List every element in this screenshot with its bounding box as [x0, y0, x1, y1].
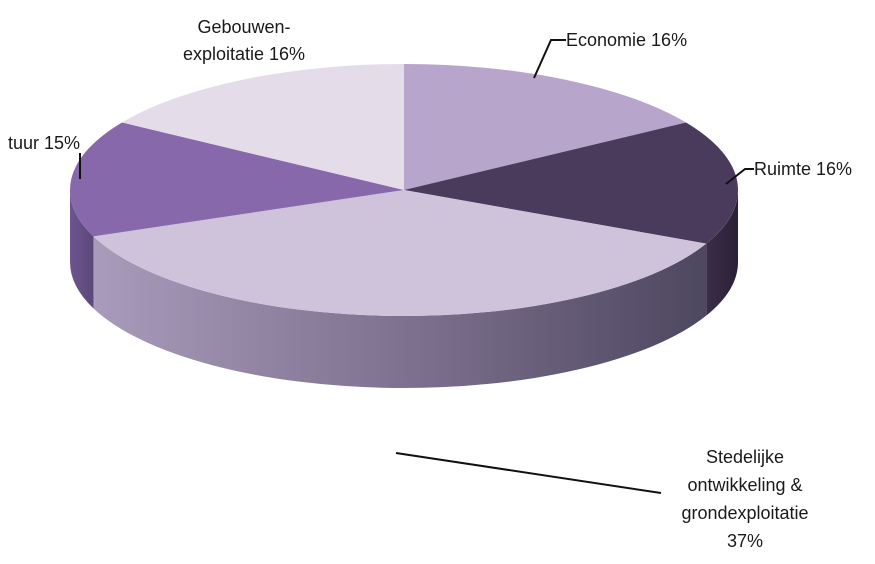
slice-side-3 [70, 190, 94, 309]
slice-label-0: Economie 16% [566, 30, 687, 50]
slice-label-line: grondexploitatie [681, 503, 808, 523]
slice-1 [404, 122, 738, 244]
leader-line-2 [395, 452, 662, 494]
slice-labels: Economie 16% Ruimte 16% Stedelijke ontwikke… [8, 17, 852, 551]
slice-label-line: 37% [727, 531, 763, 551]
leader-line-1 [725, 168, 754, 185]
slice-label-line: Stedelijke [706, 447, 784, 467]
slice-3 [70, 122, 405, 237]
slice-side-1 [706, 190, 738, 316]
leader-lines [79, 39, 754, 494]
slice-label-2: Stedelijke ontwikkeling & grondexploitatie… [681, 447, 808, 551]
slice-4 [121, 63, 404, 191]
slice-0 [404, 64, 687, 190]
pie-depth [70, 190, 738, 389]
slice-label-3: tuur 15% [8, 133, 80, 153]
slice-label-line: Ruimte 16% [754, 159, 852, 179]
slice-label-line: Economie 16% [566, 30, 687, 50]
slice-label-4: Gebouwen-exploitatie 16% [183, 17, 305, 64]
slice-label-line: ontwikkeling & [687, 475, 802, 495]
slice-2 [93, 190, 707, 317]
slice-label-line: exploitatie 16% [183, 44, 305, 64]
slice-side-2 [93, 236, 707, 389]
leader-line-0 [533, 39, 566, 79]
slice-label-line: tuur 15% [8, 133, 80, 153]
slice-label-1: Ruimte 16% [754, 159, 852, 179]
pie-slices [70, 63, 738, 317]
slice-label-line: Gebouwen- [197, 17, 290, 37]
